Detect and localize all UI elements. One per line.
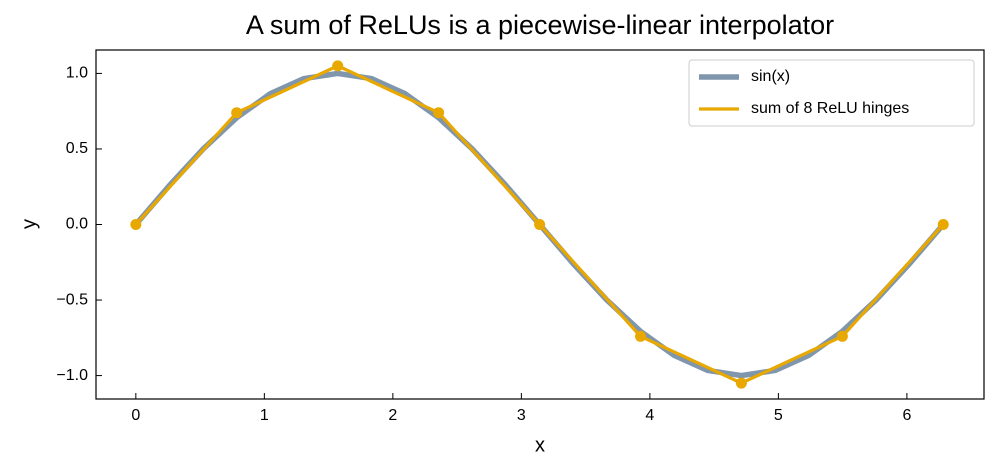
x-tick-label: 2 bbox=[388, 407, 397, 424]
y-tick-label: 0.5 bbox=[66, 140, 88, 157]
marker bbox=[735, 377, 747, 389]
y-tick-label: −1.0 bbox=[56, 367, 88, 384]
y-tick-label: 0.0 bbox=[66, 216, 88, 233]
marker bbox=[634, 330, 646, 342]
marker bbox=[836, 330, 848, 342]
y-axis-label: y bbox=[18, 219, 40, 229]
marker bbox=[130, 219, 142, 230]
chart-title: A sum of ReLUs is a piecewise-linear int… bbox=[246, 10, 834, 40]
marker bbox=[433, 107, 445, 119]
x-tick-label: 6 bbox=[902, 407, 911, 424]
x-tick-label: 5 bbox=[774, 407, 783, 424]
legend-label: sin(x) bbox=[751, 68, 790, 85]
y-tick-label: −0.5 bbox=[56, 291, 88, 308]
x-axis-label: x bbox=[535, 434, 545, 456]
y-tick-label: 1.0 bbox=[66, 65, 88, 82]
plot-frame bbox=[95, 49, 985, 400]
x-tick-label: 0 bbox=[131, 407, 140, 424]
x-tick-label: 1 bbox=[260, 407, 269, 424]
marker bbox=[534, 219, 546, 230]
marker bbox=[332, 60, 344, 72]
x-tick-label: 3 bbox=[517, 407, 526, 424]
marker bbox=[231, 107, 243, 119]
legend-label: sum of 8 ReLU hinges bbox=[751, 100, 909, 117]
x-tick-label: 4 bbox=[645, 407, 654, 424]
legend-box bbox=[688, 59, 975, 127]
marker bbox=[937, 219, 949, 230]
